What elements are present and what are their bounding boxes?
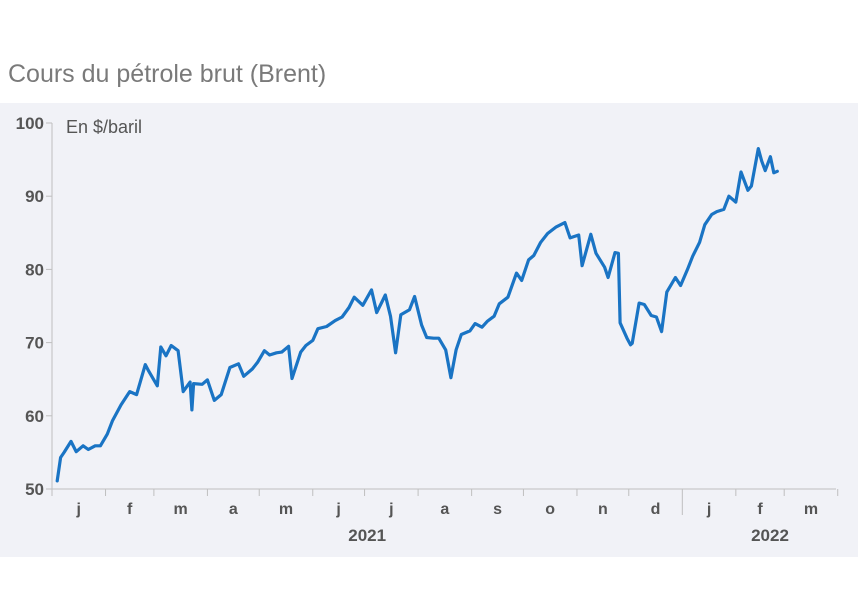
chart-title: Cours du pétrole brut (Brent) — [8, 60, 327, 88]
x-tick-label: j — [335, 501, 340, 518]
x-tick-label: j — [388, 501, 393, 518]
x-tick-label: d — [651, 501, 661, 518]
year-label: 2021 — [348, 526, 386, 545]
y-tick-label: 90 — [25, 187, 44, 206]
y-axis-label: En $/baril — [66, 117, 142, 137]
x-tick-label: a — [440, 501, 449, 518]
x-tick-label: m — [804, 501, 818, 518]
chart-area — [0, 103, 858, 557]
y-tick-label: 50 — [25, 480, 44, 499]
x-tick-label: j — [76, 501, 81, 518]
y-tick-label: 80 — [25, 260, 44, 279]
y-tick-label: 100 — [16, 114, 44, 133]
x-tick-label: s — [493, 501, 502, 518]
y-tick-label: 60 — [25, 407, 44, 426]
x-tick-label: f — [127, 501, 133, 518]
x-tick-label: m — [174, 501, 188, 518]
brent-price-line — [55, 147, 779, 483]
x-tick-label: j — [706, 501, 711, 518]
x-tick-label: f — [757, 501, 763, 518]
y-tick-label: 70 — [25, 334, 44, 353]
x-tick-label: m — [279, 501, 293, 518]
year-label: 2022 — [751, 526, 789, 545]
x-tick-label: o — [545, 501, 555, 518]
x-tick-label: a — [229, 501, 238, 518]
x-tick-label: n — [598, 501, 608, 518]
